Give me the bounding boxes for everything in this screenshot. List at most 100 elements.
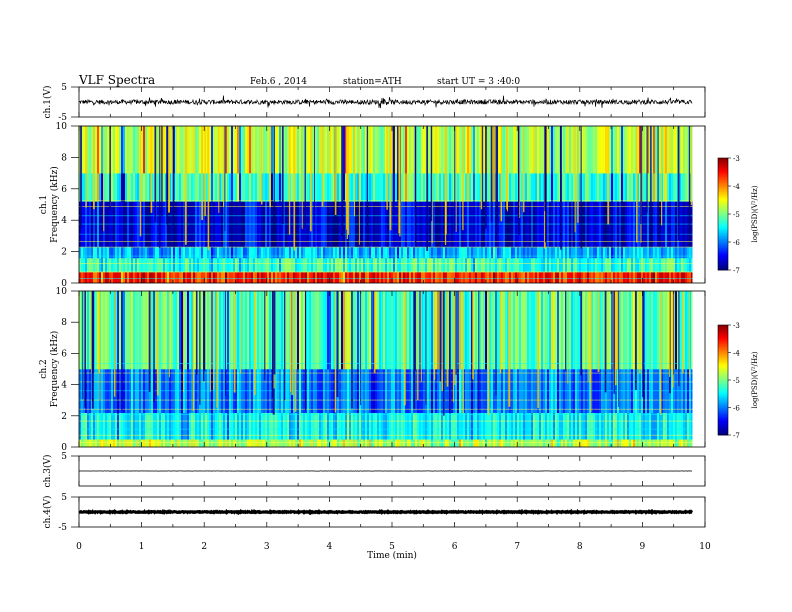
spectrogram-cell xyxy=(145,291,148,370)
spectrogram-cell xyxy=(665,126,668,174)
spectrogram-cell xyxy=(389,257,392,273)
colorbar-segment xyxy=(718,372,728,375)
spectrogram-cell xyxy=(343,272,346,283)
spectrogram-cell xyxy=(639,439,642,447)
spectrogram-cell xyxy=(551,173,554,202)
spectrogram-cell xyxy=(211,246,214,259)
spectrogram-cell xyxy=(303,272,306,283)
spectrogram-cell xyxy=(213,412,216,440)
spectrogram-cell xyxy=(477,272,480,283)
spectrogram-cell xyxy=(383,246,386,259)
colorbar-segment xyxy=(718,163,728,166)
spectrogram-cell xyxy=(193,412,196,440)
spectrogram-cell xyxy=(477,173,480,202)
spectrogram-cell xyxy=(525,257,528,273)
spectrogram-cell xyxy=(99,412,102,440)
spectrogram-cell xyxy=(175,272,178,283)
spectrogram-cell xyxy=(215,246,218,259)
spectrogram-cell xyxy=(327,126,330,174)
spectrogram-cell xyxy=(587,272,590,283)
spectrogram-cell xyxy=(419,412,422,440)
spectrogram-cell xyxy=(453,257,456,273)
spectrogram-cell xyxy=(439,173,442,202)
spectrogram-cell xyxy=(301,291,304,370)
spectrogram-cell xyxy=(341,257,344,273)
spectrogram-cell xyxy=(627,173,630,202)
spectrogram-cell xyxy=(147,291,150,370)
spectrogram-cell xyxy=(111,412,114,440)
spectrogram-cell xyxy=(679,439,682,447)
spectrogram-cell xyxy=(223,272,226,283)
spectrogram-cell xyxy=(129,126,132,174)
spectrogram-cell xyxy=(689,246,692,259)
spectrogram-cell xyxy=(627,412,630,440)
spectrogram-cell xyxy=(641,246,644,259)
spectrogram-image xyxy=(79,291,693,447)
spectrogram-cell xyxy=(121,257,124,273)
spectrogram-cell xyxy=(599,257,602,273)
spectrogram-cell xyxy=(577,412,580,440)
spectrogram-cell xyxy=(157,126,160,174)
spectrogram-cell xyxy=(105,291,108,370)
spectrogram-cell xyxy=(175,126,178,174)
spectrogram-cell xyxy=(339,257,342,273)
spectrogram-cell xyxy=(155,272,158,283)
spectrogram-cell xyxy=(393,257,396,273)
spectrogram-cell xyxy=(159,291,162,370)
spectrogram-cell xyxy=(657,291,660,370)
spectrogram-cell xyxy=(147,126,150,174)
spectrogram-cell xyxy=(441,126,444,174)
spectrogram-cell xyxy=(381,412,384,440)
spectrogram-cell xyxy=(513,272,516,283)
spectrogram-cell xyxy=(127,291,130,370)
spectrogram-cell xyxy=(189,126,192,174)
spectrogram-cell xyxy=(193,291,196,370)
spectrogram-cell xyxy=(287,439,290,447)
spectrogram-cell xyxy=(653,272,656,283)
spectrogram-cell xyxy=(323,246,326,259)
spectrogram-cell xyxy=(355,173,358,202)
colorbar-segment xyxy=(718,328,728,331)
spectrogram-cell xyxy=(469,412,472,440)
spectrogram-cell xyxy=(487,257,490,273)
spectrogram-cell xyxy=(299,272,302,283)
spectrogram-cell xyxy=(177,272,180,283)
spectrogram-cell xyxy=(525,272,528,283)
spectrogram-cell xyxy=(361,257,364,273)
spectrogram-cell xyxy=(89,246,92,259)
spectrogram-cell xyxy=(647,412,650,440)
spectrogram-cell xyxy=(377,173,380,202)
spectrogram-cell xyxy=(125,126,128,174)
spectrogram-cell xyxy=(95,291,98,370)
spectrogram-cell xyxy=(629,126,632,174)
spectrogram-cell xyxy=(431,439,434,447)
spectrogram-cell xyxy=(527,291,530,370)
spectrogram-cell xyxy=(553,439,556,447)
spectrogram-cell xyxy=(483,173,486,202)
spectrogram-cell xyxy=(341,246,344,259)
spectrogram-cell xyxy=(333,173,336,202)
spectrogram-cell xyxy=(395,272,398,283)
spectrogram-cell xyxy=(517,412,520,440)
colorbar-segment xyxy=(718,230,728,234)
spectrogram-cell xyxy=(591,257,594,273)
spectrogram-cell xyxy=(541,291,544,370)
spectrogram-cell xyxy=(547,272,550,283)
spectrogram-cell xyxy=(585,272,588,283)
spectrogram-cell xyxy=(671,257,674,273)
y-axis-label: Frequency (kHz) xyxy=(49,166,60,243)
spectrogram-cell xyxy=(557,257,560,273)
spectrogram-cell xyxy=(267,257,270,273)
spectrogram-cell xyxy=(683,291,686,370)
spectrogram-cell xyxy=(145,173,148,202)
spectrogram-cell xyxy=(663,173,666,202)
spectrogram-cell xyxy=(437,412,440,440)
spectrogram-cell xyxy=(193,246,196,259)
spectrogram-cell xyxy=(569,126,572,174)
colorbar-segment xyxy=(718,383,728,386)
spectrogram-cell xyxy=(241,272,244,283)
spectrogram-cell xyxy=(419,246,422,259)
spectrogram-cell xyxy=(513,412,516,440)
spectrogram-cell xyxy=(167,291,170,370)
spectrogram-cell xyxy=(347,272,350,283)
